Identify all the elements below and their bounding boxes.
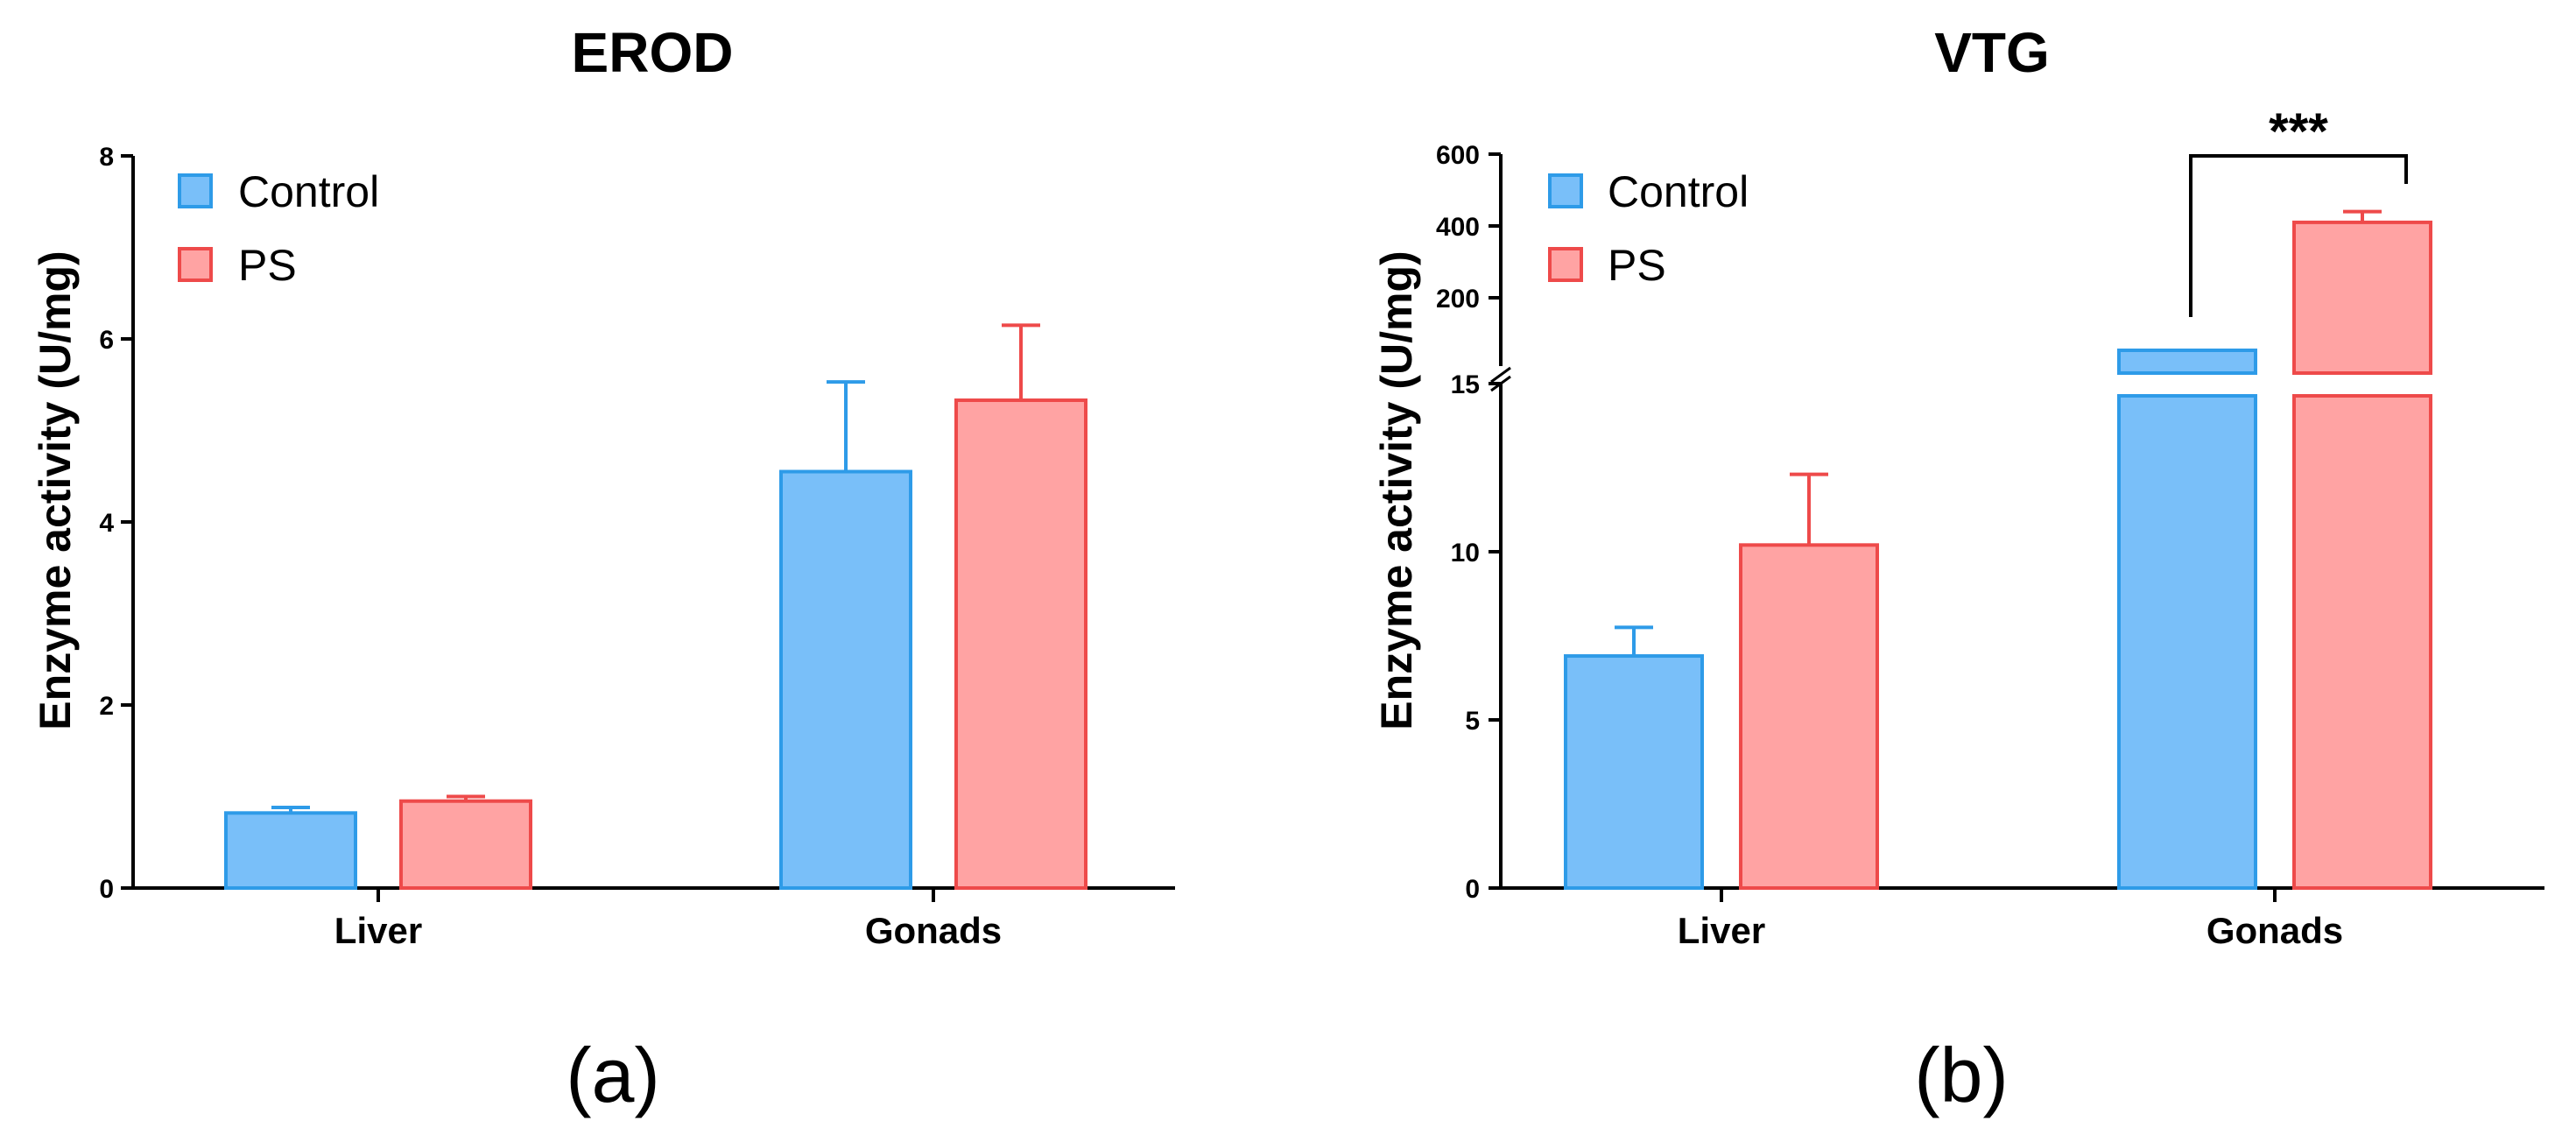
legend-label-ps: PS [238,241,297,290]
chart-b-y-tick-label: 400 [1436,213,1480,242]
bar-control [2117,349,2257,375]
chart-a-y-tick-label: 2 [99,692,114,721]
bar-ps [1739,543,1879,890]
legend-label-control: Control [1608,167,1749,216]
bar-ps [399,799,532,890]
significance-label: *** [2269,103,2328,160]
chart-b-bars [1564,209,2432,890]
bar-ps [2292,394,2432,890]
bar-control [224,811,357,890]
bar-ps [954,398,1087,890]
chart-b-y-tick-label: 600 [1436,141,1480,170]
chart-b-y-tick-label: 5 [1465,707,1480,736]
legend-label-control: Control [238,167,379,216]
panel-label-b: (b) [1914,1032,2009,1118]
legend-label-ps: PS [1608,241,1666,290]
panel-label-a: (a) [566,1032,660,1118]
significance-bracket: *** [2189,103,2408,317]
legend-swatch-ps [1548,247,1583,282]
legend-swatch-control [1548,173,1583,208]
chart-b-x-axis: Liver Gonads [1499,886,2544,951]
chart-a-bars [224,323,1087,891]
chart-a-y-tick-label: 0 [99,875,114,904]
chart-a-title: EROD [572,21,734,84]
chart-b-y-tick-label: 10 [1451,539,1480,568]
chart-a-y-axis-label: Enzyme activity (U/mg) [31,250,80,730]
chart-a-y-axis: 0 2 4 6 8 [99,143,135,904]
chart-b-y-axis: 0 5 10 15 200 400 600 [1436,141,1511,904]
panel-a-erod: EROD Enzyme activity (U/mg) 0 2 4 6 8 Li… [31,21,1175,1118]
chart-a-y-tick-label: 8 [99,143,114,172]
chart-b-y-axis-label: Enzyme activity (U/mg) [1372,250,1421,730]
chart-b-title: VTG [1934,21,2050,84]
bar-control [2117,394,2257,890]
bar-control [1564,654,1704,890]
bar-control [779,469,912,891]
chart-b-y-tick-label: 200 [1436,285,1480,314]
panel-b-vtg: VTG Enzyme activity (U/mg) 0 5 10 15 200… [1372,21,2544,1118]
chart-b-y-tick-label: 0 [1465,875,1480,904]
legend-swatch-control [178,173,213,208]
chart-a-y-tick-label: 6 [99,326,114,355]
chart-a-x-axis: Liver Gonads [131,886,1175,951]
chart-b-x-category-label: Liver [1678,910,1765,951]
chart-a-legend: Control PS [178,167,379,290]
chart-b-x-category-label: Gonads [2206,910,2343,951]
chart-a-x-category-label: Gonads [865,910,1002,951]
chart-b-y-tick-label: 15 [1451,370,1480,399]
chart-a-x-category-label: Liver [334,910,422,951]
chart-a-y-tick-label: 4 [99,509,114,538]
chart-b-legend: Control PS [1548,167,1749,290]
axis-break-mark [1490,366,1511,384]
legend-swatch-ps [178,247,213,282]
bar-ps [2292,220,2432,375]
